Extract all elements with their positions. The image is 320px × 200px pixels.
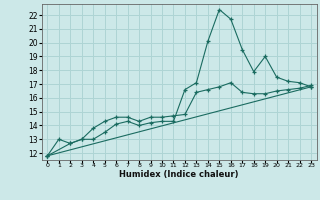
X-axis label: Humidex (Indice chaleur): Humidex (Indice chaleur) — [119, 170, 239, 179]
